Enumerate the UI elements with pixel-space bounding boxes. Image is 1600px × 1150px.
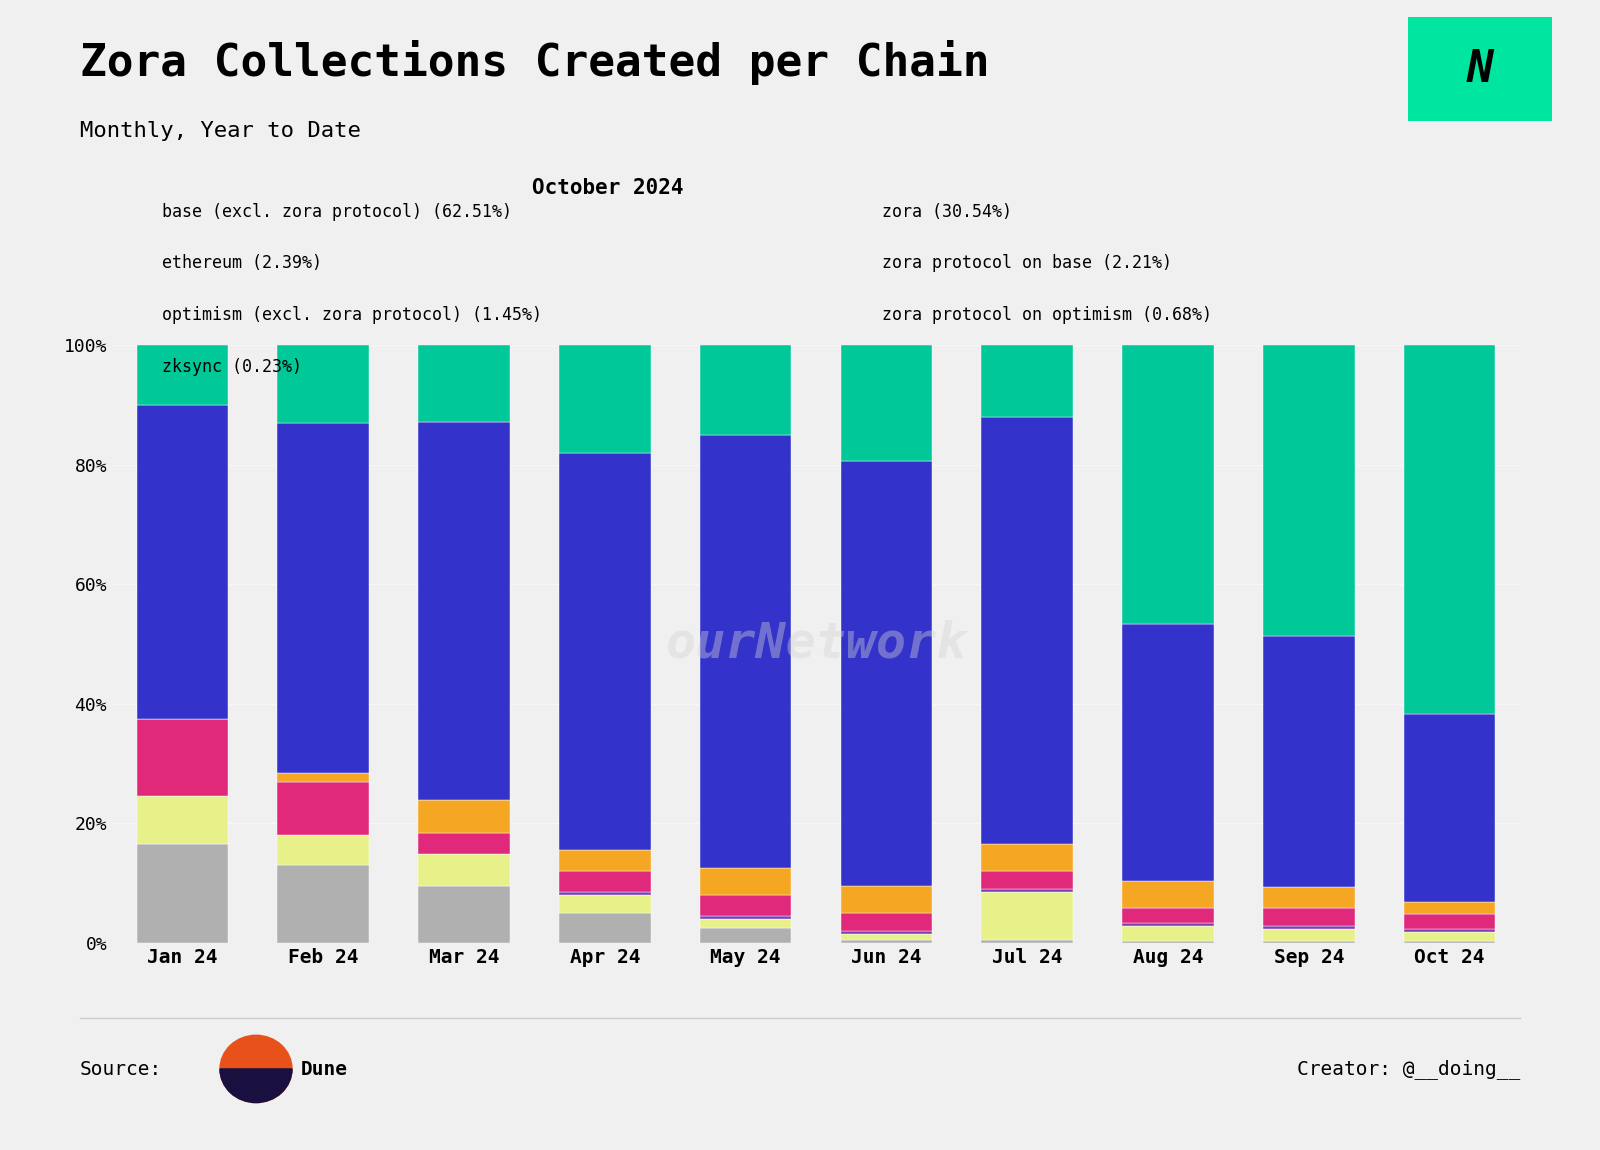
Text: October 2024: October 2024	[533, 178, 683, 198]
Bar	[981, 892, 1074, 940]
Bar	[1122, 881, 1214, 908]
Bar	[1403, 714, 1496, 903]
Bar	[699, 917, 792, 919]
Bar	[1262, 929, 1355, 941]
Bar	[558, 892, 651, 895]
Bar	[699, 435, 792, 868]
Text: zora protocol on base (2.21%): zora protocol on base (2.21%)	[882, 254, 1171, 273]
Bar	[277, 423, 370, 773]
Text: optimism (excl. zora protocol) (1.45%): optimism (excl. zora protocol) (1.45%)	[162, 306, 541, 324]
Bar	[699, 345, 792, 435]
Bar	[1403, 933, 1496, 941]
Bar	[1262, 941, 1355, 943]
Bar	[136, 844, 229, 943]
Bar	[136, 405, 229, 719]
Bar	[981, 940, 1074, 943]
Bar	[840, 934, 933, 940]
Bar	[1122, 923, 1214, 926]
Text: Dune: Dune	[301, 1060, 347, 1079]
Bar	[558, 872, 651, 892]
Bar	[558, 895, 651, 913]
Bar	[418, 833, 510, 853]
Text: base (excl. zora protocol) (62.51%): base (excl. zora protocol) (62.51%)	[162, 202, 512, 221]
Text: Zora Collections Created per Chain: Zora Collections Created per Chain	[80, 40, 989, 85]
Bar	[418, 345, 510, 422]
Text: Source:: Source:	[80, 1060, 162, 1079]
Bar	[981, 872, 1074, 889]
Bar	[840, 887, 933, 913]
Circle shape	[221, 1035, 291, 1103]
Bar	[699, 895, 792, 917]
Text: Monthly, Year to Date: Monthly, Year to Date	[80, 121, 362, 140]
Bar	[1262, 345, 1355, 636]
Bar	[1122, 941, 1214, 943]
Bar	[1403, 903, 1496, 914]
Bar	[558, 913, 651, 943]
Bar	[1403, 914, 1496, 929]
Bar	[1262, 908, 1355, 926]
Wedge shape	[221, 1070, 291, 1103]
Bar	[277, 865, 370, 943]
Bar	[558, 453, 651, 850]
Bar	[418, 422, 510, 800]
Bar	[136, 719, 229, 797]
Bar	[418, 887, 510, 943]
Bar	[840, 940, 933, 943]
Text: Creator: @__doing__: Creator: @__doing__	[1296, 1059, 1520, 1080]
Text: zksync (0.23%): zksync (0.23%)	[162, 358, 302, 376]
Bar	[699, 868, 792, 895]
Bar	[277, 835, 370, 865]
Bar	[840, 913, 933, 932]
Bar	[981, 844, 1074, 872]
Bar	[699, 919, 792, 928]
Bar	[1262, 926, 1355, 929]
Bar	[1122, 926, 1214, 941]
Text: zora protocol on optimism (0.68%): zora protocol on optimism (0.68%)	[882, 306, 1211, 324]
Text: ethereum (2.39%): ethereum (2.39%)	[162, 254, 322, 273]
Text: N: N	[1467, 47, 1493, 91]
Bar	[1262, 636, 1355, 888]
Bar	[1122, 908, 1214, 923]
Bar	[277, 345, 370, 423]
Bar	[558, 345, 651, 453]
Bar	[1403, 929, 1496, 933]
Bar	[418, 800, 510, 833]
Text: ourNetwork: ourNetwork	[666, 620, 966, 668]
Bar	[277, 782, 370, 835]
Text: zora (30.54%): zora (30.54%)	[882, 202, 1011, 221]
Bar	[981, 889, 1074, 892]
Bar	[1122, 624, 1214, 881]
Bar	[418, 853, 510, 887]
Bar	[136, 345, 229, 405]
FancyBboxPatch shape	[1403, 14, 1557, 124]
Bar	[840, 461, 933, 887]
Bar	[1403, 345, 1496, 714]
Bar	[981, 345, 1074, 416]
Bar	[981, 416, 1074, 844]
Bar	[840, 932, 933, 934]
Bar	[136, 797, 229, 844]
Bar	[277, 773, 370, 782]
Bar	[558, 850, 651, 872]
Bar	[840, 345, 933, 461]
Bar	[1403, 941, 1496, 943]
Bar	[1262, 888, 1355, 909]
Bar	[1122, 345, 1214, 624]
Bar	[699, 928, 792, 943]
